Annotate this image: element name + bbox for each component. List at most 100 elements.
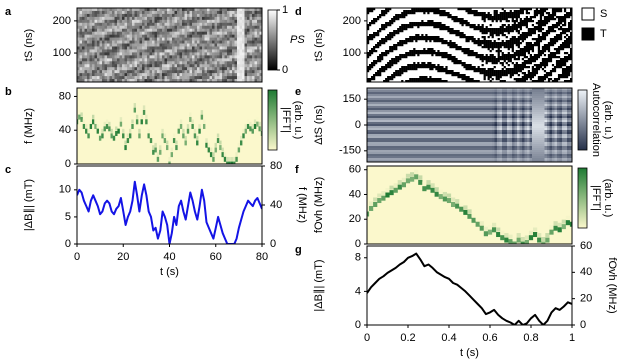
fft-cell-faint	[205, 138, 207, 142]
heatmap-cell	[97, 44, 100, 47]
heatmap-cell	[415, 112, 418, 114]
heatmap-cell	[395, 140, 398, 142]
heatmap-cell	[145, 41, 148, 44]
heatmap-cell	[157, 49, 160, 52]
heatmap-cell	[117, 20, 120, 23]
heatmap-cell	[467, 40, 469, 42]
heatmap-cell	[397, 16, 399, 18]
heatmap-cell	[369, 36, 371, 38]
heatmap-cell	[97, 61, 100, 64]
heatmap-cell	[125, 76, 128, 79]
heatmap-cell	[463, 52, 465, 54]
heatmap-cell	[554, 18, 556, 20]
heatmap-cell	[425, 40, 427, 42]
heatmap-cell	[401, 70, 403, 72]
heatmap-cell	[494, 74, 496, 76]
heatmap-cell	[222, 76, 225, 79]
heatmap-cell	[257, 41, 260, 44]
heatmap-cell	[423, 12, 425, 14]
heatmap-cell	[506, 58, 508, 60]
heatmap-cell	[85, 64, 88, 67]
heatmap-cell	[377, 116, 380, 118]
heatmap-cell	[185, 73, 188, 76]
heatmap-cell	[435, 122, 438, 124]
heatmap-cell	[225, 49, 228, 52]
heatmap-cell	[220, 76, 223, 79]
heatmap-cell	[429, 10, 431, 12]
heatmap-cell	[377, 44, 379, 46]
heatmap-cell	[514, 40, 516, 42]
heatmap-cell	[95, 46, 98, 49]
heatmap-cell	[427, 140, 430, 142]
heatmap-cell	[435, 106, 438, 108]
heatmap-cell	[411, 50, 413, 52]
heatmap-cell	[407, 120, 410, 122]
heatmap-cell	[538, 34, 540, 36]
heatmap-cell	[205, 64, 208, 67]
heatmap-cell	[421, 52, 423, 54]
heatmap-cell	[476, 10, 478, 12]
heatmap-cell	[425, 106, 428, 108]
heatmap-cell	[542, 52, 544, 54]
heatmap-cell	[449, 14, 451, 16]
heatmap-cell	[215, 70, 218, 73]
heatmap-cell	[556, 38, 558, 40]
heatmap-cell	[484, 14, 486, 16]
heatmap-cell	[560, 34, 562, 36]
heatmap-cell	[205, 49, 208, 52]
heatmap-cell	[210, 11, 213, 14]
heatmap-cell	[117, 26, 120, 29]
heatmap-cell	[192, 32, 195, 35]
heatmap-cell	[180, 17, 183, 20]
heatmap-cell	[432, 146, 435, 148]
heatmap-cell	[385, 54, 387, 56]
heatmap-cell	[412, 116, 415, 118]
heatmap-cell	[472, 78, 474, 80]
heatmap-cell	[97, 38, 100, 41]
y2-tick-label: 40	[270, 199, 282, 211]
heatmap-cell	[550, 78, 552, 80]
heatmap-cell	[431, 66, 433, 68]
heatmap-cell	[548, 20, 550, 22]
heatmap-cell	[556, 52, 558, 54]
heatmap-cell	[412, 122, 415, 124]
heatmap-cell	[400, 120, 403, 122]
heatmap-cell	[498, 78, 500, 80]
heatmap-cell	[524, 52, 526, 54]
heatmap-cell	[385, 106, 388, 108]
heatmap-cell	[412, 102, 415, 104]
heatmap-cell	[548, 32, 550, 34]
heatmap-cell	[380, 112, 383, 114]
heatmap-cell	[484, 28, 486, 30]
heatmap-cell	[227, 46, 230, 49]
heatmap-cell	[417, 22, 419, 24]
heatmap-cell	[235, 67, 238, 70]
heatmap-cell	[177, 67, 180, 70]
heatmap-cell	[102, 46, 105, 49]
heatmap-cell	[130, 38, 133, 41]
y-axis-label: tS (ns)	[313, 29, 325, 61]
heatmap-cell	[107, 32, 110, 35]
heatmap-cell	[155, 35, 158, 38]
heatmap-cell	[387, 102, 390, 104]
heatmap-cell	[100, 20, 103, 23]
heatmap-cell	[494, 10, 496, 12]
heatmap-cell	[510, 28, 512, 30]
heatmap-cell	[405, 138, 408, 140]
heatmap-cell	[232, 11, 235, 14]
heatmap-cell	[520, 38, 522, 40]
heatmap-cell	[177, 32, 180, 35]
heatmap-cell	[177, 64, 180, 67]
heatmap-cell	[172, 20, 175, 23]
heatmap-cell	[546, 74, 548, 76]
heatmap-cell	[391, 48, 393, 50]
heatmap-cell	[409, 36, 411, 38]
heatmap-cell	[407, 154, 410, 156]
heatmap-cell	[524, 62, 526, 64]
heatmap-cell	[439, 24, 441, 26]
heatmap-cell	[125, 58, 128, 61]
heatmap-cell	[395, 132, 398, 134]
heatmap-cell	[127, 26, 130, 29]
heatmap-cell	[558, 22, 560, 24]
heatmap-cell	[190, 55, 193, 58]
